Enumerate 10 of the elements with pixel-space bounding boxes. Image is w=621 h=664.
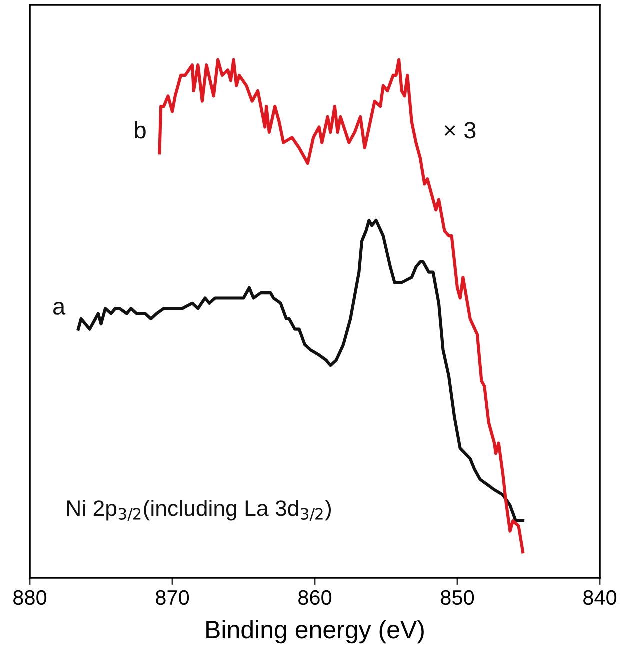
series-label: b [135, 121, 146, 139]
x-tick-label: 870 [156, 590, 190, 606]
x-tick-label: 850 [441, 590, 474, 606]
x-tick-label: 840 [584, 590, 617, 606]
x-tick-label: 860 [298, 590, 332, 606]
x-axis-title: Binding energy (eV) [206, 620, 424, 644]
annotation: × 3 [444, 122, 476, 139]
annotation: Ni 2p$_{3/2}$(including La 3d$_{3/2}$) [67, 500, 332, 522]
series-label: a [54, 302, 66, 315]
x-tick-label: 880 [14, 590, 47, 606]
